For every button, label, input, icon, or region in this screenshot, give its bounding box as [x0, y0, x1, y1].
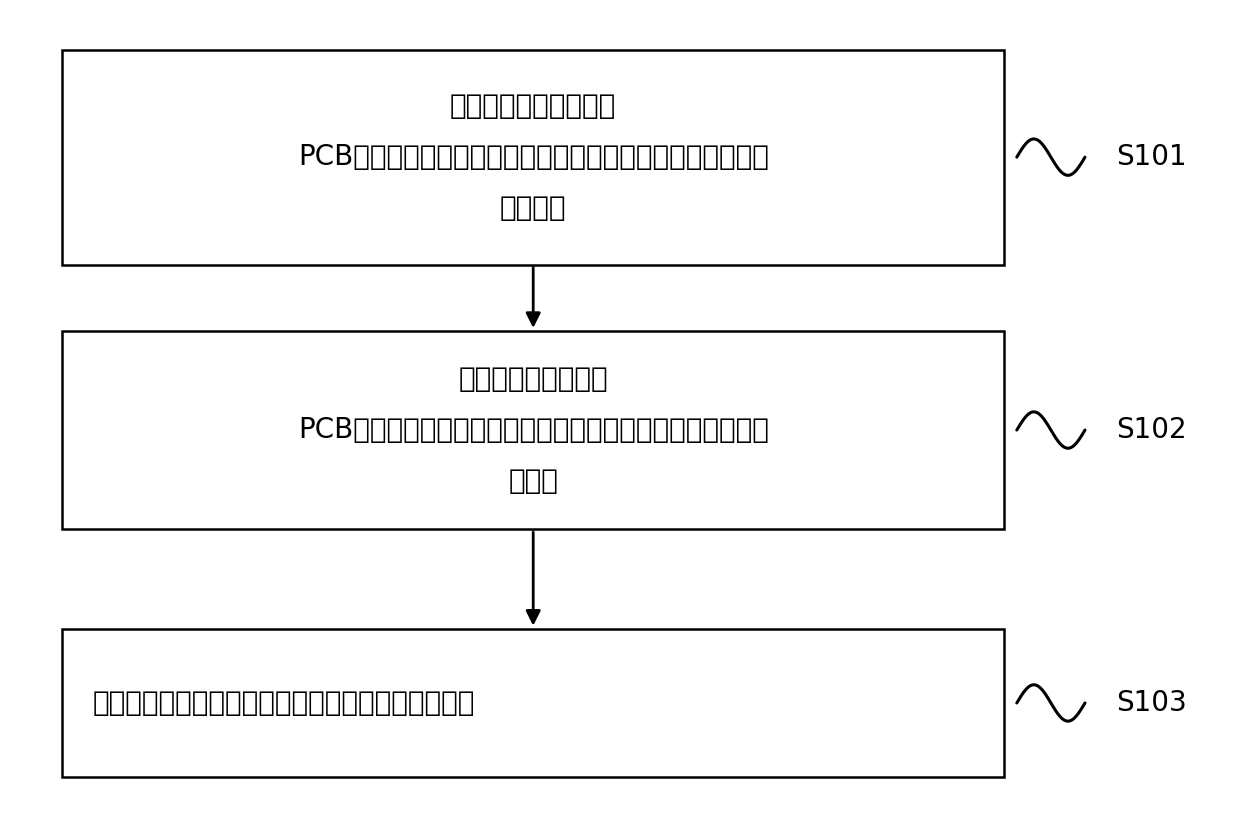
Bar: [62, 629, 1004, 777]
Bar: [62, 331, 1004, 529]
Text: 将所述具有阶梯槽的: 将所述具有阶梯槽的: [459, 365, 608, 393]
Text: S102: S102: [1116, 416, 1187, 444]
Text: S101: S101: [1116, 143, 1187, 171]
Bar: [62, 50, 1004, 265]
Text: 阻焊塞孔: 阻焊塞孔: [500, 194, 567, 222]
Text: S103: S103: [1116, 689, 1187, 717]
Text: PCB匹配的凸槽阻焊塞孔垫板，所述阶梯槽的槽底具过孔且需: PCB匹配的凸槽阻焊塞孔垫板，所述阶梯槽的槽底具过孔且需: [298, 143, 769, 171]
Text: 提供一与具有阶梯槽的: 提供一与具有阶梯槽的: [450, 92, 616, 120]
Text: 从所述阶梯槽开槽面的背面对所述过孔进行阻焊塞孔: 从所述阶梯槽开槽面的背面对所述过孔进行阻焊塞孔: [93, 689, 475, 717]
Text: 面朝下: 面朝下: [508, 467, 558, 495]
Text: PCB对应放置在所述凸槽阻焊塞孔垫板上，所述阶梯槽的开槽: PCB对应放置在所述凸槽阻焊塞孔垫板上，所述阶梯槽的开槽: [298, 416, 769, 444]
